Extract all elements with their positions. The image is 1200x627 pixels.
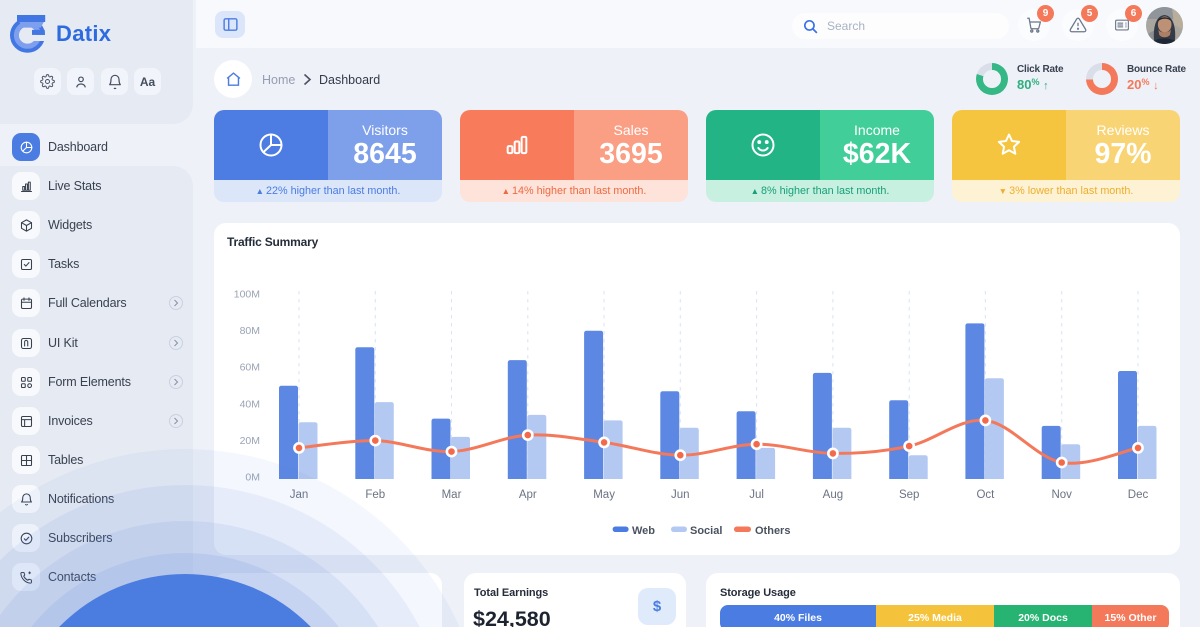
svg-text:Others: Others (755, 525, 790, 537)
svg-text:100M: 100M (234, 289, 260, 301)
svg-text:80M: 80M (240, 325, 260, 337)
svg-text:Jul: Jul (749, 489, 764, 501)
svg-text:Apr: Apr (519, 489, 537, 501)
svg-text:60M: 60M (240, 362, 260, 374)
svg-text:0M: 0M (245, 472, 260, 484)
svg-text:Web: Web (632, 525, 655, 537)
svg-text:Nov: Nov (1051, 489, 1072, 501)
svg-text:Oct: Oct (976, 489, 995, 501)
svg-text:Jan: Jan (290, 489, 309, 501)
svg-text:Aug: Aug (823, 489, 843, 501)
svg-text:May: May (593, 489, 615, 501)
svg-text:Dec: Dec (1128, 489, 1149, 501)
svg-text:20M: 20M (240, 435, 260, 447)
svg-text:Jun: Jun (671, 489, 690, 501)
svg-text:Mar: Mar (442, 489, 462, 501)
svg-text:Social: Social (690, 525, 722, 537)
svg-text:Sep: Sep (899, 489, 919, 501)
svg-text:Feb: Feb (365, 489, 385, 501)
svg-text:40M: 40M (240, 398, 260, 410)
